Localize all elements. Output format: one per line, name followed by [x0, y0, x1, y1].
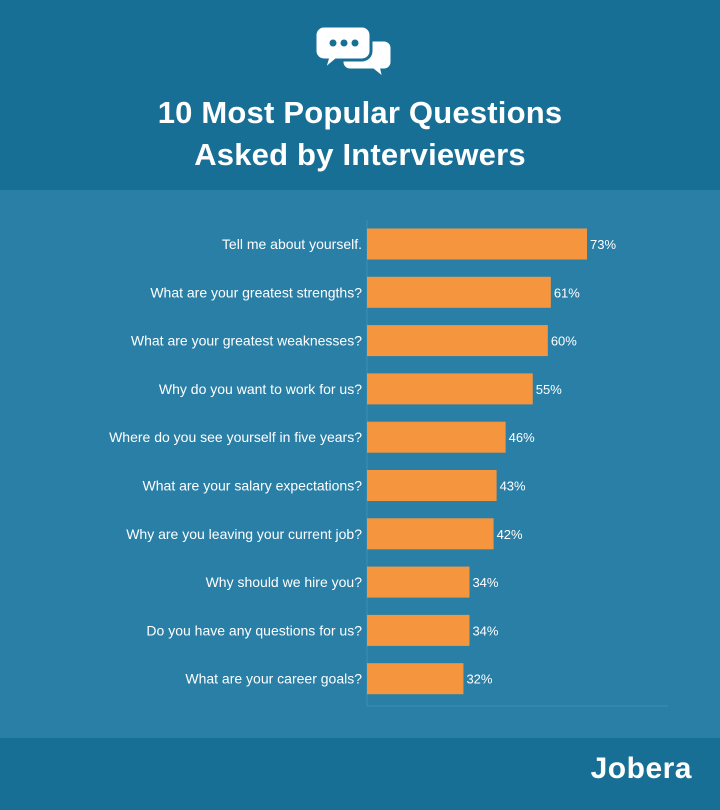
value-label: 43% — [500, 479, 526, 494]
bar — [367, 663, 464, 695]
bar — [367, 228, 587, 260]
category-label: What are your salary expectations? — [143, 478, 363, 494]
bar — [367, 470, 497, 501]
category-label: What are your greatest weaknesses? — [131, 333, 362, 349]
value-label: 55% — [536, 382, 562, 397]
value-label: 61% — [554, 285, 580, 300]
category-label: Do you have any questions for us? — [146, 622, 362, 638]
value-label: 42% — [497, 527, 523, 542]
category-label: Tell me about yourself. — [222, 236, 362, 252]
bar — [367, 518, 494, 550]
chat-bubbles-icon — [314, 24, 394, 80]
bar — [367, 325, 548, 357]
footer: Jobera — [0, 738, 720, 810]
category-label: Why are you leaving your current job? — [126, 526, 362, 542]
bar — [367, 566, 470, 598]
value-label: 34% — [472, 623, 498, 638]
title-line-2: Asked by Interviewers — [194, 137, 526, 172]
bar — [367, 276, 551, 308]
category-label: Where do you see yourself in five years? — [109, 429, 362, 445]
value-label: 34% — [472, 575, 498, 590]
page-title: 10 Most Popular Questions Asked by Inter… — [0, 92, 720, 176]
category-label: Why should we hire you? — [206, 574, 363, 590]
bar — [367, 373, 533, 405]
brand-logo: Jobera — [590, 752, 692, 785]
title-line-1: 10 Most Popular Questions — [157, 95, 563, 130]
value-label: 73% — [590, 237, 616, 252]
value-label: 46% — [509, 430, 535, 445]
bar — [367, 421, 506, 453]
category-label: Why do you want to work for us? — [159, 381, 362, 397]
category-label: What are your greatest strengths? — [150, 284, 362, 300]
bar-chart: Tell me about yourself. 73% What are your … — [109, 220, 668, 707]
bar — [367, 614, 470, 646]
header: 10 Most Popular Questions Asked by Inter… — [0, 0, 720, 190]
value-label: 60% — [551, 334, 577, 349]
category-label: What are your career goals? — [185, 671, 362, 687]
value-label: 32% — [466, 672, 492, 687]
chart-panel — [0, 190, 720, 738]
